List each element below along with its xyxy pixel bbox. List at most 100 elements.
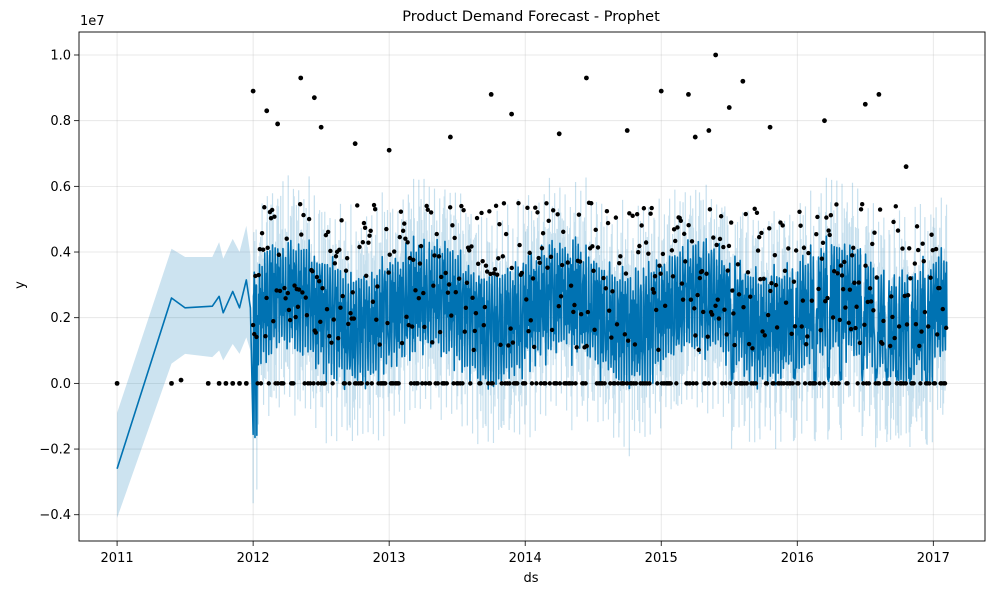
observed-outlier-point <box>250 88 256 94</box>
observed-point <box>302 381 307 386</box>
observed-point <box>272 214 277 219</box>
y-tick-label: 0.2 <box>50 311 71 326</box>
observed-point <box>782 268 788 274</box>
observed-point <box>437 329 443 335</box>
observed-point <box>630 213 635 218</box>
observed-point <box>398 209 404 214</box>
observed-point <box>536 255 541 261</box>
observed-point <box>750 346 755 351</box>
observed-point <box>712 381 717 386</box>
observed-point <box>482 304 488 310</box>
observed-points <box>114 52 949 386</box>
observed-point <box>268 216 274 221</box>
observed-point <box>835 271 840 276</box>
observed-outlier-point <box>706 128 712 133</box>
observed-point <box>291 381 296 386</box>
observed-point <box>434 231 439 237</box>
observed-point <box>503 231 509 237</box>
observed-outlier-point <box>386 147 392 153</box>
observed-point <box>829 381 835 386</box>
observed-point <box>735 262 741 267</box>
observed-point <box>451 381 456 386</box>
observed-point <box>501 201 507 206</box>
observed-point <box>383 381 388 386</box>
observed-point <box>473 310 479 316</box>
observed-point <box>812 381 818 386</box>
observed-point <box>621 381 626 386</box>
observed-point <box>908 276 913 281</box>
x-tick-label: 2012 <box>237 551 270 566</box>
observed-point <box>830 315 836 320</box>
observed-point <box>797 209 802 214</box>
observed-point <box>510 340 516 345</box>
y-axis-label: y <box>13 281 28 289</box>
observed-point <box>701 309 706 315</box>
observed-point <box>753 381 759 386</box>
observed-outlier-point <box>726 105 732 110</box>
observed-point <box>559 262 565 268</box>
observed-point <box>726 243 732 249</box>
observed-point <box>257 247 263 252</box>
observed-point <box>276 252 282 257</box>
observed-point <box>348 311 353 316</box>
observed-point <box>761 276 766 282</box>
observed-point <box>284 236 289 241</box>
observed-point <box>937 285 942 291</box>
observed-point <box>467 248 472 253</box>
observed-point <box>463 305 469 310</box>
observed-point <box>894 381 900 386</box>
observed-point <box>903 381 909 386</box>
observed-point <box>406 322 411 328</box>
observed-point <box>886 381 892 386</box>
observed-point <box>543 381 548 386</box>
observed-point <box>446 282 452 287</box>
observed-point <box>447 205 453 210</box>
observed-point <box>848 326 854 332</box>
observed-point <box>852 280 857 286</box>
observed-point <box>817 381 822 386</box>
observed-point <box>571 309 576 315</box>
observed-point <box>266 381 271 386</box>
x-axis-label: ds <box>523 571 538 586</box>
observed-point <box>833 381 838 386</box>
observed-point <box>713 303 718 308</box>
observed-point <box>452 235 457 241</box>
observed-point <box>781 381 787 386</box>
observed-point <box>409 324 415 329</box>
observed-point <box>264 295 269 301</box>
observed-point <box>297 201 303 207</box>
observed-point <box>660 251 666 257</box>
observed-point <box>362 225 368 231</box>
observed-point <box>836 381 841 386</box>
observed-point <box>474 215 480 221</box>
observed-outlier-point <box>298 75 304 81</box>
observed-point <box>421 290 426 296</box>
observed-point <box>748 294 753 299</box>
observed-point <box>922 309 928 315</box>
observed-point <box>789 331 794 336</box>
observed-point <box>370 299 376 304</box>
observed-point <box>483 263 489 268</box>
observed-point <box>771 381 776 386</box>
observed-point <box>764 381 770 386</box>
observed-point <box>717 236 723 242</box>
observed-point <box>411 257 416 262</box>
observed-point <box>472 328 478 334</box>
observed-point <box>727 381 733 386</box>
observed-point <box>271 318 276 324</box>
observed-point <box>286 307 292 313</box>
observed-point <box>933 246 939 252</box>
observed-point <box>385 320 390 326</box>
observed-point <box>315 381 321 386</box>
observed-point <box>515 381 520 386</box>
observed-point <box>880 341 885 346</box>
observed-point <box>539 245 545 251</box>
observed-point <box>332 261 338 266</box>
observed-point <box>768 288 773 294</box>
observed-point <box>669 248 675 253</box>
observed-point <box>243 380 249 386</box>
observed-point <box>874 275 879 280</box>
observed-point <box>546 218 551 223</box>
observed-point <box>627 211 632 216</box>
